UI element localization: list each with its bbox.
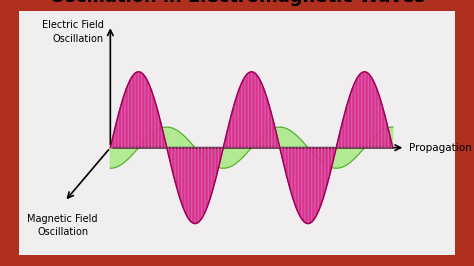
Text: Propagation: Propagation <box>410 143 472 153</box>
Text: Electric Field
Oscillation: Electric Field Oscillation <box>42 20 104 44</box>
Text: Magnetic Field
Oscillation: Magnetic Field Oscillation <box>27 214 98 237</box>
Title: Oscillation in Electromagnetic Waves: Oscillation in Electromagnetic Waves <box>49 0 425 6</box>
